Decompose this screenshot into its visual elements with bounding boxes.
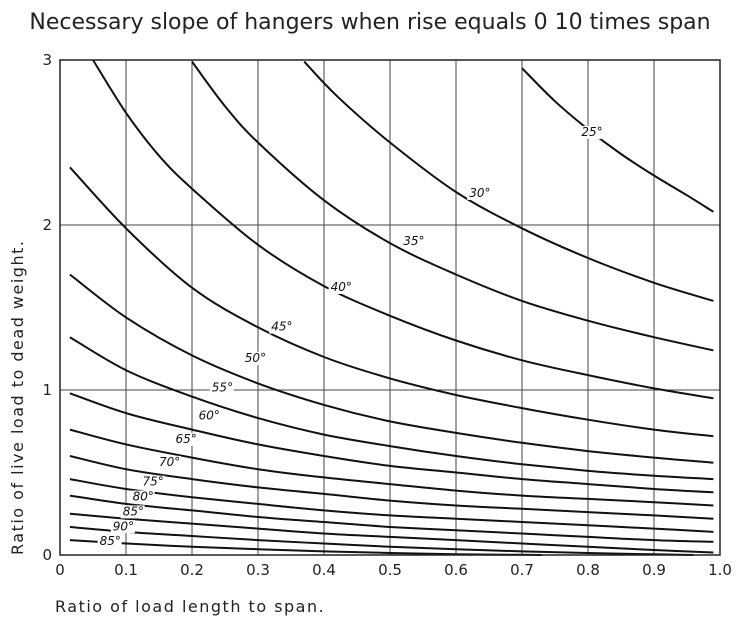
y-tick-label: 1 <box>42 381 52 399</box>
curve-80deg <box>69 494 714 543</box>
curve-label: 50° <box>245 351 266 365</box>
curve-label-bg <box>579 125 604 139</box>
y-tick-label: 0 <box>42 546 52 564</box>
curve-label-bg <box>173 432 198 446</box>
y-tick-labels: 0 1 2 3 <box>42 51 52 564</box>
curve-label-bg <box>242 351 267 365</box>
curve-label-bg <box>328 281 353 294</box>
curve-85deg <box>69 512 714 554</box>
plot-frame <box>59 59 721 556</box>
curve-label: 80° <box>133 490 154 504</box>
x-tick-label: 1.0 <box>708 561 732 579</box>
curve-label: 35° <box>403 234 424 248</box>
curve-60deg <box>69 392 714 494</box>
x-tick-label: 0.9 <box>642 561 666 579</box>
curve-label: 40° <box>331 280 352 294</box>
curve-label-bg <box>120 505 145 519</box>
x-tick-label: 0 <box>55 561 65 579</box>
curve-30deg <box>303 60 714 302</box>
curve-label-bg <box>140 475 165 489</box>
curve-label-bg <box>196 409 221 423</box>
curve-label: 25° <box>581 125 602 139</box>
x-tick-label: 0.3 <box>246 561 270 579</box>
curve-label: 30° <box>469 186 490 200</box>
y-tick-label: 3 <box>42 51 52 69</box>
curve-75deg <box>69 478 714 533</box>
curve-labels: 25°30°35°40°45°50°55°60°65°70°75°80°85°9… <box>97 125 604 549</box>
curve-label: 75° <box>143 475 164 489</box>
curve-50deg <box>69 273 714 464</box>
x-tick-label: 0.1 <box>114 561 138 579</box>
curve-label: 85° <box>123 504 144 518</box>
x-tick-label: 0.8 <box>576 561 600 579</box>
curve-label-bg <box>401 234 426 248</box>
curve-label-bg <box>97 535 122 549</box>
curve-25deg <box>521 67 714 213</box>
curve-label-bg <box>269 320 294 334</box>
curve-90deg <box>69 526 694 556</box>
x-axis-label: Ratio of load length to span. <box>55 597 325 616</box>
curve-label-bg <box>467 186 492 200</box>
curve-label: 90° <box>113 519 134 533</box>
chart-title: Necessary slope of hangers when rise equ… <box>29 10 710 35</box>
curve-label: 70° <box>159 455 180 469</box>
curve-label: 65° <box>176 432 197 446</box>
curve-70deg <box>69 455 714 520</box>
y-tick-label: 2 <box>42 216 52 234</box>
curve-label: 60° <box>199 409 220 423</box>
curve-65deg <box>69 428 714 507</box>
x-tick-label: 0.5 <box>378 561 402 579</box>
x-tick-label: 0.6 <box>444 561 468 579</box>
x-tick-labels: 0 0.1 0.2 0.3 0.4 0.5 0.6 0.7 0.8 0.9 1.0 <box>55 561 732 579</box>
curve-label-bg <box>110 520 135 534</box>
curve-45deg <box>69 166 714 438</box>
y-axis-label: Ratio of live load to dead weight. <box>8 240 27 555</box>
curve-label: 55° <box>212 381 233 395</box>
x-tick-label: 0.4 <box>312 561 336 579</box>
curves <box>69 59 714 556</box>
x-tick-label: 0.7 <box>510 561 534 579</box>
curve-label-bg <box>130 490 155 504</box>
curve-label: 85° <box>100 534 121 548</box>
curve-40deg <box>92 59 714 400</box>
curve-55deg <box>69 336 714 481</box>
curve-label-bg <box>209 381 234 395</box>
curve-label: 45° <box>271 320 292 334</box>
curve-35deg <box>191 61 714 352</box>
curve-label-bg <box>157 455 181 469</box>
x-tick-label: 0.2 <box>180 561 204 579</box>
